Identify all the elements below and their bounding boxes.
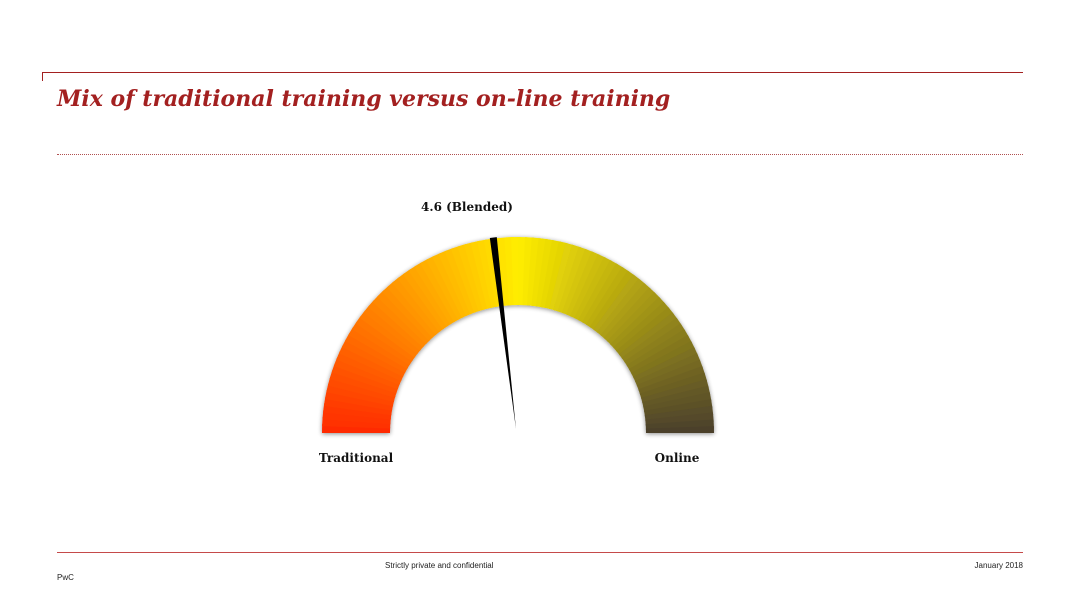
gauge-min-label: Traditional <box>319 451 394 465</box>
gauge-band-segment <box>444 247 476 315</box>
footer-date: January 2018 <box>974 561 1023 570</box>
gauge-band-segment <box>633 347 699 383</box>
gauge-band-segment <box>355 315 416 362</box>
gauge-band-segment <box>631 340 696 379</box>
gauge-band-segment <box>624 323 686 367</box>
gauge-band-segment <box>432 252 468 318</box>
gauge-band-segment <box>377 290 431 345</box>
gauge-band <box>322 237 714 433</box>
gauge-band-segment <box>470 240 493 309</box>
gauge-needle <box>489 237 516 429</box>
gauge-band-segment <box>618 312 679 360</box>
gauge-band-segment <box>593 274 641 334</box>
slide-title: Mix of traditional training versus on-li… <box>57 86 671 112</box>
gauge-band-segment <box>348 327 411 369</box>
gauge-band-segment <box>574 256 613 321</box>
gauge-band-segment <box>336 351 402 386</box>
gauge-band-segment <box>570 253 607 319</box>
gauge-band-segment <box>386 281 437 338</box>
gauge-band-segment <box>638 365 706 395</box>
gauge-band-segment <box>392 277 441 335</box>
top-rule-tick <box>42 72 43 81</box>
gauge-band-segment <box>589 270 636 331</box>
gauge-band-segment <box>606 292 661 346</box>
gauge-band-segment <box>341 338 406 377</box>
gauge-band-segment <box>645 426 714 433</box>
gauge-band-segment <box>641 378 709 404</box>
gauge-band-segment <box>363 305 421 355</box>
gauge-band-segment <box>367 300 424 351</box>
gauge-band-segment <box>628 335 693 375</box>
gauge-band-segment <box>381 285 434 341</box>
gauge-band-segment <box>639 372 708 400</box>
gauge-band-segment <box>372 295 428 348</box>
gauge-band-segment <box>596 278 646 336</box>
gauge-band-segment <box>561 248 594 315</box>
gauge-band-segment <box>616 307 674 356</box>
gauge-band-segment <box>338 344 404 381</box>
gauge-band-segment <box>600 282 651 339</box>
top-rule <box>42 72 1023 73</box>
footer-brand: PwC <box>57 573 74 582</box>
gauge-band-segment <box>621 317 682 363</box>
gauge-band-segment <box>636 359 704 391</box>
gauge-band-segment <box>477 239 498 308</box>
gauge-band-segment <box>420 258 460 323</box>
footer-rule <box>57 552 1023 553</box>
gauge-band-segment <box>644 398 713 417</box>
gauge-band-segment <box>643 392 712 413</box>
gauge-band-segment <box>450 245 480 313</box>
gauge-band-segment <box>408 265 452 327</box>
gauge-band-segment <box>578 259 619 323</box>
gauge-band-segment <box>359 310 419 358</box>
gauge-band-segment <box>610 296 666 349</box>
gauge-max-label: Online <box>655 451 700 465</box>
gauge-band-segment <box>603 287 656 343</box>
gauge-band-segment <box>642 385 711 408</box>
gauge-band-segment <box>613 301 670 352</box>
gauge-band-segment <box>425 255 464 320</box>
gauge-band-segment <box>565 251 600 317</box>
gauge-band-segment <box>463 242 489 310</box>
gauge-band-segment <box>414 262 456 325</box>
gauge-band-segment <box>582 263 624 326</box>
gauge-band-segment <box>438 250 472 317</box>
gauge-band-segment <box>585 266 630 328</box>
footer-confidentiality: Strictly private and confidential <box>385 561 494 570</box>
gauge-band-segment <box>402 269 448 330</box>
gauge-band-segment <box>344 332 408 373</box>
gauge-band-segment <box>626 329 689 371</box>
gauge-band-segment <box>397 272 445 333</box>
gauge-band-segment <box>634 353 701 387</box>
gauge-value-label: 4.6 (Blended) <box>421 200 513 214</box>
gauge-band-segment <box>644 405 714 422</box>
title-divider <box>57 154 1023 155</box>
gauge-band-segment <box>333 357 400 390</box>
gauge-band-segment <box>351 321 413 366</box>
gauge-band-segment <box>457 243 485 312</box>
